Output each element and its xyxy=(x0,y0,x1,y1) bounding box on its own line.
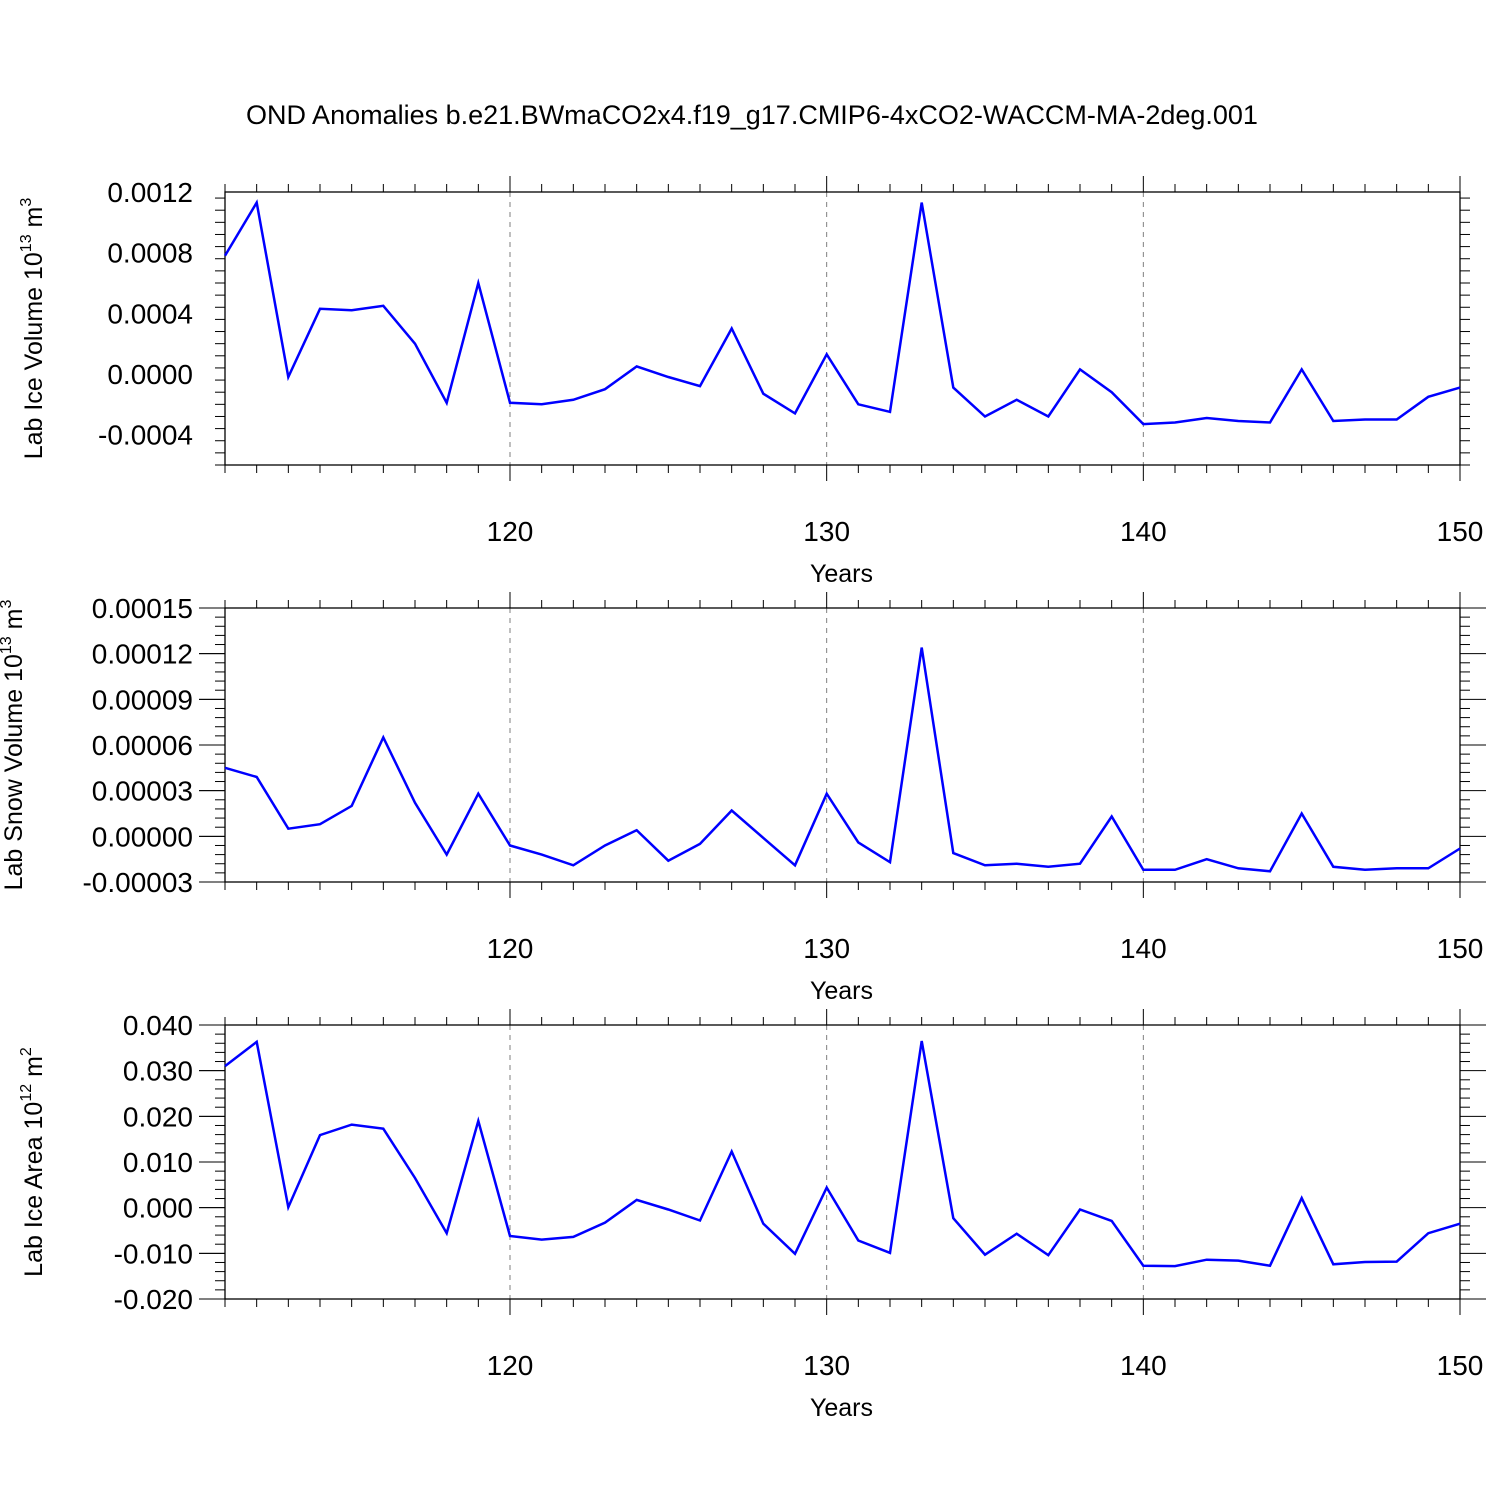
y-tick-label: 0.0000 xyxy=(107,359,193,390)
y-tick-label: 0.00003 xyxy=(92,776,193,807)
chart-panel-2: -0.00003 0.00000 0.00003 0.00006 0.00009 0.00… xyxy=(0,592,1486,1005)
y-tick-label: -0.0004 xyxy=(98,420,193,451)
x-axis-title: Years xyxy=(810,1394,873,1422)
chart-panel-1: -0.0004 0.0000 0.0004 0.0008 0.0012 120 130 140… xyxy=(18,176,1483,588)
plot-frame xyxy=(224,607,1461,883)
y-axis-title: Lab Snow Volume 1013 m3 xyxy=(0,600,28,891)
y-tick-label: -0.020 xyxy=(114,1284,193,1315)
x-tick-label: 120 xyxy=(487,933,534,964)
series-line xyxy=(223,199,1461,426)
x-tick-label: 150 xyxy=(1437,516,1484,547)
y-tick-label: 0.00009 xyxy=(92,684,193,715)
y-tick-label: 0.0004 xyxy=(107,298,193,329)
x-tick-label: 150 xyxy=(1437,933,1484,964)
y-tick-label: 0.030 xyxy=(123,1056,193,1087)
y-tick-label: 0.020 xyxy=(123,1101,193,1132)
y-tick-label: -0.00003 xyxy=(82,867,193,898)
x-tick-label: 130 xyxy=(803,933,850,964)
x-tick-label: 120 xyxy=(487,1350,534,1381)
y-tick-label: 0.010 xyxy=(123,1147,193,1178)
y-tick-label: 0.040 xyxy=(123,1010,193,1041)
x-tick-label: 120 xyxy=(487,516,534,547)
y-tick-label: 0.00000 xyxy=(92,821,193,852)
x-tick-label: 140 xyxy=(1120,1350,1167,1381)
y-tick-label: 0.0008 xyxy=(107,238,193,269)
y-axis-title: Lab Ice Area 1012 m2 xyxy=(18,1047,48,1277)
y-tick-label: 0.000 xyxy=(123,1193,193,1224)
x-tick-label: 140 xyxy=(1120,516,1167,547)
y-tick-label: 0.00012 xyxy=(92,639,193,670)
y-tick-label: 0.00006 xyxy=(92,730,193,761)
series-line xyxy=(224,647,1461,873)
x-tick-label: 150 xyxy=(1437,1350,1484,1381)
x-axis-title: Years xyxy=(810,560,873,588)
chart-panel-3: -0.020 -0.010 0.000 0.010 0.020 0.030 0.040 120… xyxy=(18,1009,1486,1422)
y-tick-label: 0.00015 xyxy=(92,593,193,624)
y-tick-label: -0.010 xyxy=(114,1238,193,1269)
plot-frame xyxy=(224,191,1461,466)
y-tick-label: 0.0012 xyxy=(107,177,193,208)
x-tick-label: 130 xyxy=(803,516,850,547)
x-axis-title: Years xyxy=(810,977,873,1005)
y-axis-title: Lab Ice Volume 1013 m3 xyxy=(18,198,48,460)
x-tick-label: 140 xyxy=(1120,933,1167,964)
series-line xyxy=(224,1039,1461,1268)
figure-title: OND Anomalies b.e21.BWmaCO2x4.f19_g17.CM… xyxy=(246,100,1258,130)
x-tick-label: 130 xyxy=(803,1350,850,1381)
